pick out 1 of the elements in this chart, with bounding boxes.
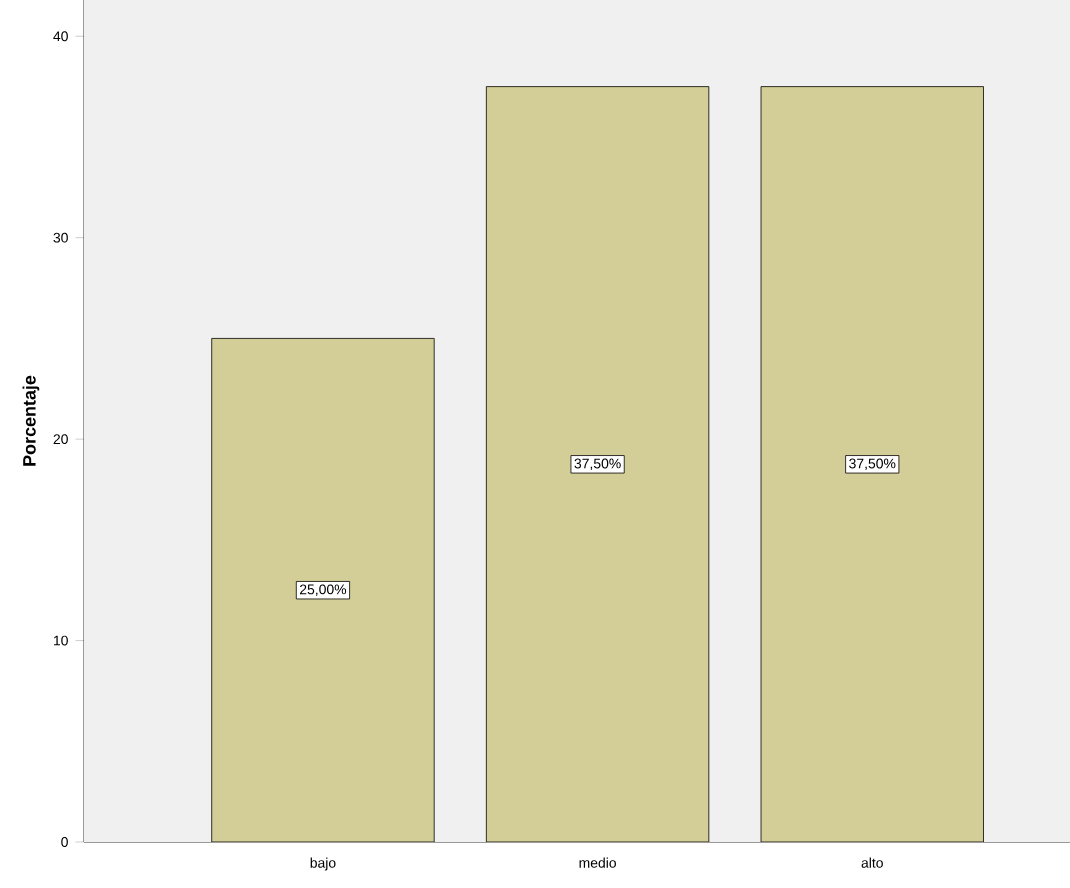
y-axis-title: Porcentaje xyxy=(22,375,40,466)
